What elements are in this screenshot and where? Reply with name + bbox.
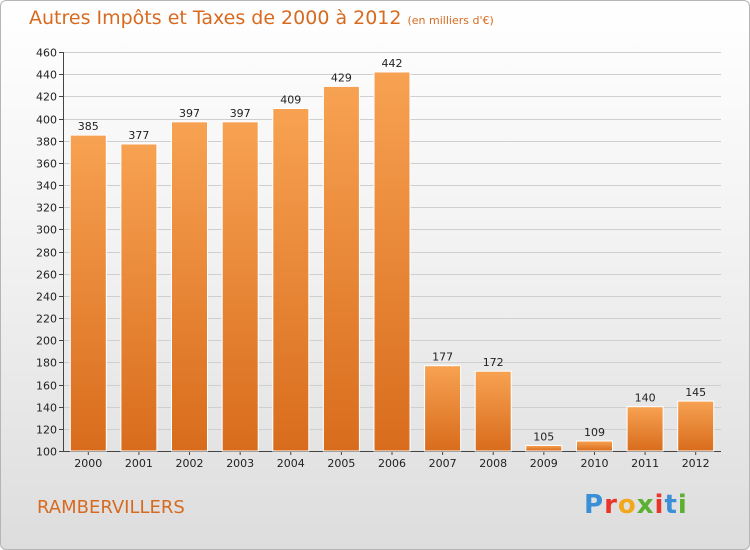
y-tick-label: 120 <box>36 424 57 437</box>
y-tick-label: 360 <box>36 158 57 171</box>
data-label: 177 <box>432 351 453 364</box>
bar <box>474 370 512 452</box>
y-tick-label: 160 <box>36 380 57 393</box>
x-tick-label: 2012 <box>682 457 710 470</box>
x-tick-label: 2011 <box>631 457 659 470</box>
data-label: 397 <box>230 107 251 120</box>
bar <box>69 134 107 452</box>
data-label: 140 <box>635 392 656 405</box>
data-label: 442 <box>382 57 403 70</box>
bar <box>120 143 158 452</box>
y-tick-label: 240 <box>36 291 57 304</box>
data-label: 409 <box>280 94 301 107</box>
logo-letter: o <box>617 490 637 520</box>
bar <box>576 440 613 452</box>
x-tick-label: 2001 <box>125 457 153 470</box>
chart-unit: (en milliers d'€) <box>407 14 494 27</box>
bar <box>322 85 360 452</box>
y-tick-label: 340 <box>36 180 57 193</box>
x-tick-label: 2008 <box>479 457 507 470</box>
data-label: 145 <box>685 386 706 399</box>
x-tick-label: 2000 <box>74 457 102 470</box>
x-tick-label: 2002 <box>176 457 204 470</box>
x-tick-label: 2006 <box>378 457 406 470</box>
bars <box>69 71 715 452</box>
bar <box>424 365 462 452</box>
y-tick-label: 380 <box>36 136 57 149</box>
bar <box>272 108 310 452</box>
labels: 100 120 140 160 180 200 220 240 260 280 300 320 340 3… <box>36 47 710 471</box>
y-tick-label: 300 <box>36 224 57 237</box>
bar <box>525 445 563 452</box>
logo-letter: P <box>584 490 605 520</box>
x-tick-label: 2004 <box>277 457 305 470</box>
data-label: 105 <box>533 431 554 444</box>
bar <box>677 400 715 452</box>
logo-letter: i <box>654 490 665 520</box>
city-name: RAMBERVILLERS <box>37 497 185 518</box>
x-tick-label: 2005 <box>327 457 355 470</box>
y-tick-label: 280 <box>36 247 57 260</box>
logo-letter: t <box>664 490 678 520</box>
y-tick-label: 180 <box>36 357 57 370</box>
y-tick-label: 320 <box>36 202 57 215</box>
y-tick-label: 140 <box>36 402 57 415</box>
bar <box>626 406 664 452</box>
proxiti-logo: Proxiti <box>584 490 688 520</box>
y-tick-label: 460 <box>36 47 57 60</box>
chart-title: Autres Impôts et Taxes de 2000 à 2012 <box>29 7 402 29</box>
bar <box>221 121 259 452</box>
data-label: 385 <box>78 120 99 133</box>
logo-letter: r <box>604 490 618 520</box>
y-tick-label: 200 <box>36 335 57 348</box>
y-tick-label: 100 <box>36 446 57 459</box>
x-tick-label: 2003 <box>226 457 254 470</box>
data-label: 397 <box>179 107 200 120</box>
y-tick-label: 220 <box>36 313 57 326</box>
x-tick-label: 2007 <box>429 457 457 470</box>
title-row: Autres Impôts et Taxes de 2000 à 2012 (en… <box>29 7 494 29</box>
data-label: 377 <box>128 129 149 142</box>
y-tick-label: 420 <box>36 91 57 104</box>
logo-letter: i <box>677 490 688 520</box>
bar <box>171 121 208 452</box>
data-label: 172 <box>483 356 504 369</box>
bar <box>373 71 411 452</box>
y-tick-label: 440 <box>36 69 57 82</box>
y-tick-label: 260 <box>36 269 57 282</box>
data-label: 429 <box>331 71 352 84</box>
data-label: 109 <box>584 426 605 439</box>
logo-letter: x <box>636 490 655 520</box>
y-tick-label: 400 <box>36 114 57 127</box>
x-tick-label: 2010 <box>581 457 609 470</box>
x-tick-label: 2009 <box>530 457 558 470</box>
